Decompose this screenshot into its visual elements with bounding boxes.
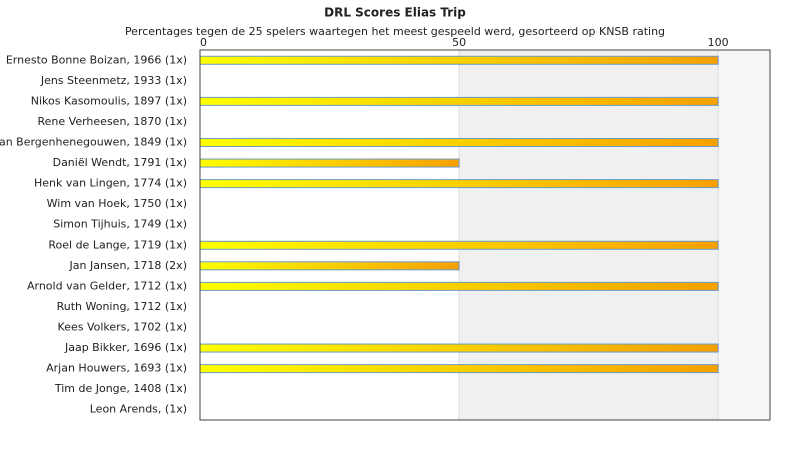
bar — [199, 364, 719, 374]
y-tick-label: Jens Steenmetz, 1933 (1x) — [40, 74, 187, 87]
y-tick-label: Leon Arends, (1x) — [90, 403, 187, 416]
y-tick-label: Jaap Bikker, 1696 (1x) — [64, 341, 187, 354]
y-tick-label: Wim van Hoek, 1750 (1x) — [47, 197, 187, 210]
y-tick-label: Arjan Houwers, 1693 (1x) — [46, 362, 187, 375]
bar — [199, 55, 719, 65]
y-tick-label: van Bergenhenegouwen, 1849 (1x) — [0, 136, 187, 149]
y-tick-label: Nikos Kasomoulis, 1897 (1x) — [31, 94, 187, 107]
y-tick-label: Jan Jansen, 1718 (2x) — [69, 259, 187, 272]
bar — [199, 343, 719, 353]
plot-frame — [199, 49, 771, 421]
y-tick-label: Ernesto Bonne Boizan, 1966 (1x) — [6, 53, 187, 66]
y-tick-label: Roel de Lange, 1719 (1x) — [48, 238, 187, 251]
y-tick-label: Tim de Jonge, 1408 (1x) — [54, 382, 187, 395]
grid-band — [459, 50, 719, 420]
y-tick-label: Kees Volkers, 1702 (1x) — [58, 321, 187, 334]
bar — [199, 240, 719, 250]
x-tick-label: 50 — [452, 36, 466, 49]
y-tick-label: Arnold van Gelder, 1712 (1x) — [27, 279, 187, 292]
y-tick-label: Ruth Woning, 1712 (1x) — [57, 300, 187, 313]
bar — [199, 138, 719, 147]
bar — [199, 158, 460, 168]
y-tick-label: Henk van Lingen, 1774 (1x) — [34, 177, 187, 190]
bar — [199, 96, 719, 106]
grid-band — [200, 50, 460, 420]
x-tick-label: 0 — [200, 36, 207, 49]
bar — [199, 281, 719, 291]
bar — [199, 261, 460, 271]
bar — [199, 179, 719, 189]
y-tick-label: Daniël Wendt, 1791 (1x) — [53, 156, 187, 169]
x-tick-label: 100 — [708, 36, 729, 49]
chart-subtitle: Percentages tegen de 25 spelers waartege… — [125, 25, 665, 38]
y-tick-label: Rene Verheesen, 1870 (1x) — [38, 115, 187, 128]
chart-title: DRL Scores Elias Trip — [324, 6, 466, 20]
grid-band — [718, 50, 770, 420]
y-tick-label: Simon Tijhuis, 1749 (1x) — [53, 218, 187, 231]
